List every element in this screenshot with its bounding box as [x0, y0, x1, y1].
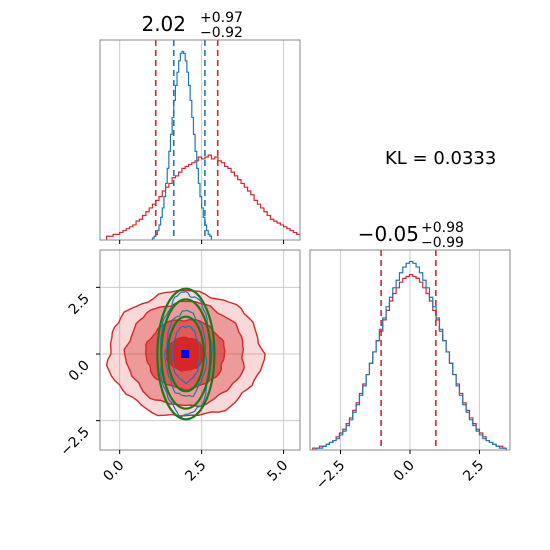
tick-label-y-2: 2.5	[66, 291, 93, 318]
title-y-main: −0.05	[358, 222, 419, 246]
histogram-x-panel	[99, 39, 301, 244]
histogram-step-reference	[151, 50, 213, 240]
title-x-main: 2.02	[141, 12, 186, 36]
title-x-minus: −0.92	[200, 25, 243, 41]
tick-label-y-hist-2: 2.5	[460, 458, 487, 485]
axes-frame	[99, 39, 301, 241]
histogram-step-comparison	[312, 274, 507, 450]
title-y-minus: −0.99	[421, 235, 464, 251]
title-x: 2.02 +0.97 −0.92	[141, 10, 242, 41]
ellipse-1	[160, 298, 212, 410]
histogram-step-reference	[312, 260, 507, 450]
contour-panel: 0.0 2.5 5.0 −2.5 0.0 2.5	[57, 249, 301, 485]
reference-contour-1	[171, 325, 201, 385]
tick-label-y-hist-1: 0.0	[391, 458, 418, 485]
title-y-plus: +0.98	[421, 220, 464, 236]
axes-frame	[99, 249, 301, 451]
truth-marker	[181, 350, 190, 358]
ellipse-2	[156, 287, 216, 421]
title-x-plus: +0.97	[200, 10, 243, 26]
histogram-y-panel: −2.5 0.0 2.5	[309, 249, 511, 493]
histogram-step-comparison	[105, 154, 300, 240]
tick-label-y-hist-0: −2.5	[313, 458, 348, 493]
title-y: −0.05 +0.98 −0.99	[358, 220, 464, 251]
tick-label-y-0: −2.5	[57, 424, 92, 459]
ellipse-0	[166, 315, 206, 393]
tick-label-y-1: 0.0	[66, 358, 93, 385]
reference-contour-2	[163, 309, 208, 398]
tick-label-x-2: 5.0	[264, 458, 291, 485]
kl-label: KL = 0.0333	[385, 148, 496, 169]
tick-label-x-0: 0.0	[100, 458, 127, 485]
tick-label-x-1: 2.5	[182, 458, 209, 485]
